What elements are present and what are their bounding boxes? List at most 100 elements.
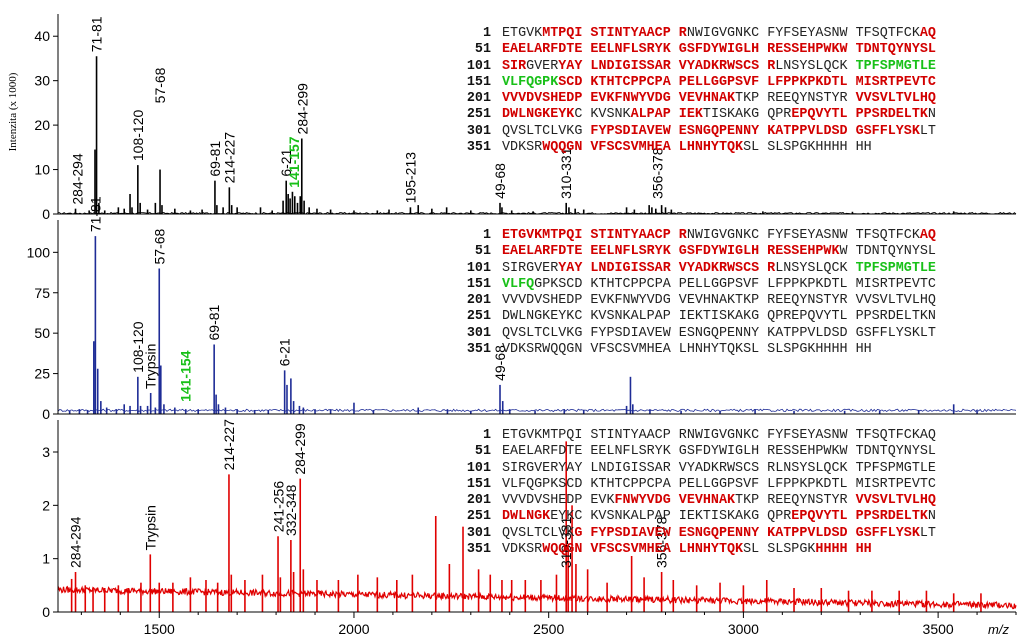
residue-number: 1: [482, 428, 491, 443]
peak-annotation: 141-154: [178, 350, 194, 402]
x-tick-label: 3500: [923, 621, 954, 637]
peak-annotation: 332-348: [283, 484, 299, 536]
sequence-line: 1 ETGVKMTPQI STINTYAACP RNWIGVGNKC FYFSEY…: [455, 26, 936, 42]
sequence-line: 101 SIRGVERYAY LNDIGISSAR VYADKRWSCS RLNS…: [455, 59, 936, 75]
covered-residues: SCD KTHTCPPCPA PELLGGPSVF LFPPKPKDTL MIS…: [558, 74, 936, 90]
residue-number: 51: [474, 244, 491, 260]
uncovered-residues: NWIGVGNKC FYFSEYASNW TFSQTFCK: [686, 26, 920, 41]
y-tick-label: 40: [34, 28, 50, 44]
peak-annotation: 108-120: [130, 110, 146, 162]
sequence-line: 151 VLFQGPKSCD KTHTCPPCPA PELLGGPSVF LFPP…: [455, 75, 936, 91]
residue-number: 51: [474, 42, 491, 58]
covered-residues: WQQGN VFSCSVMHEA LHNHYTQK: [542, 542, 744, 558]
peak-annotation: 310-331: [558, 147, 574, 199]
peak-annotation: 284-294: [68, 516, 84, 568]
residue-number: 151: [466, 276, 491, 292]
uncovered-residues: QVSLTCLVK: [502, 525, 575, 541]
covered-residues: HHHH HH: [815, 542, 872, 558]
covered-residues: SIR: [502, 58, 527, 74]
spectrum-panel-3: 0 1 2 3 1500 2000 2500 3000 3500 284-294 Trypsin 21…: [42, 419, 1017, 637]
uncovered-residues: ETGVKMTPQI STINTYAACP RNWIGVGNKC FYFSEYA…: [502, 428, 936, 443]
sequence-line: 1 ETGVKMTPQI STINTYAACP RNWIGVGNKC FYFSEY…: [455, 228, 936, 244]
residue-number: 301: [466, 525, 491, 541]
glyco-residues: TPFSPMGTLE: [855, 260, 936, 276]
residue-number: 301: [466, 325, 491, 341]
covered-residues: EAELARFDTE EELNFLSRYK GSFDYWIGLH RESSEHP…: [502, 42, 936, 58]
residue-number: 151: [466, 476, 491, 492]
uncovered-residues: TISKAKG QPR: [702, 107, 792, 123]
y-tick-label: 100: [27, 244, 51, 260]
residue-number: 301: [466, 123, 491, 139]
y-tick-label: 30: [34, 73, 50, 89]
peak-annotation: 57-68: [152, 67, 168, 103]
y-tick-label: 20: [34, 117, 50, 133]
spectrum-panel-1: 0 10 20 30 40 284-294 71-81 108-120 57-68 69-8121…: [34, 14, 1017, 222]
covered-residues: DWLNGKEYK: [502, 107, 575, 123]
sequence-line: 301 QVSLTCLVKG FYPSDIAVEW ESNGQPENNY KATP…: [455, 526, 936, 542]
residue-number: 251: [466, 509, 491, 525]
uncovered-residues: EYKC KVSNKALPAP IEKTISKAKG QPR: [550, 509, 792, 525]
uncovered-residues: QVSLTCLVKG FYPSDIAVEW ESNGQPENNY KATPPVL…: [502, 325, 936, 341]
peak-annotation: Trypsin: [142, 505, 158, 550]
residue-number: 1: [482, 228, 491, 243]
covered-residues: EPQVYTL PPSRDELTK: [791, 509, 928, 525]
uncovered-residues: GVER: [526, 58, 559, 74]
uncovered-residues: VDKSR: [502, 140, 543, 156]
uncovered-residues: VDKSR: [502, 542, 543, 558]
covered-residues: EPQVYTL PPSRDELTK: [791, 107, 928, 123]
sequence-line: 101 SIRGVERYAY LNDIGISSAR VYADKRWSCS RLNS…: [455, 261, 936, 277]
residue-number: 351: [466, 140, 491, 156]
y-tick-label: 2: [42, 497, 50, 513]
peak-annotation: 356-378: [650, 147, 666, 199]
peak-annotation: 69-81: [206, 304, 222, 340]
covered-residues: VVSVLTVLHQ: [855, 493, 936, 509]
peak-annotation: 195-213: [402, 152, 418, 204]
peak-annotation: 284-299: [292, 423, 308, 475]
sequence-line: 251 DWLNGKEYKC KVSNKALPAP IEKTISKAKG QPRE…: [455, 509, 936, 525]
peak-annotation: 6-21: [277, 338, 293, 366]
x-tick-label: 1500: [144, 621, 175, 637]
peak-annotation: 69-81: [207, 141, 223, 177]
residue-number: 151: [466, 74, 491, 90]
residue-number: 101: [466, 260, 491, 276]
residue-number: 351: [466, 342, 491, 358]
covered-residues: ALPAP IEK: [630, 107, 703, 123]
peak-annotation: 284-294: [69, 153, 85, 205]
uncovered-residues: LNSYSLQCK: [775, 58, 856, 74]
x-axis-unit: m/z: [988, 622, 1009, 637]
sequence-block-3: 1 ETGVKMTPQI STINTYAACP RNWIGVGNKC FYFSEY…: [455, 428, 936, 558]
sequence-block-1: 1 ETGVKMTPQI STINTYAACP RNWIGVGNKC FYFSEY…: [455, 26, 936, 156]
covered-residues: G FYPSDIAVEW ESNGQPENNY KATPPVLDSD GSFFL…: [574, 525, 920, 541]
y-tick-label: 3: [42, 444, 50, 460]
covered-residues: WQQGN VFSCSVMHEA LHNHYTQK: [542, 140, 744, 156]
covered-residues: VVVDVSHEDP EVKFNWYVDG VEVHNAK: [502, 91, 736, 107]
uncovered-residues: W TDNTQYNYSL: [839, 244, 936, 260]
y-tick-label: 1: [42, 551, 50, 567]
covered-residues: AQ: [919, 228, 936, 243]
residue-number: 1: [482, 26, 491, 41]
uncovered-residues: GPKSCD KTHTCPPCPA PELLGGPSVF LFPPKPKDTL …: [534, 276, 936, 292]
x-tick-label: 3000: [728, 621, 759, 637]
uncovered-residues: QVSLTCLVKG: [502, 123, 591, 139]
uncovered-residues: TKP REEQYNSTYR: [735, 493, 856, 509]
peak-annotation: 284-299: [295, 83, 311, 135]
residue-number: 201: [466, 493, 491, 509]
peak-annotation: 141-157: [286, 136, 302, 188]
sequence-line: 201 VVVDVSHEDP EVKFNWYVDG VEVHNAKTKP REEQ…: [455, 493, 936, 509]
sequence-line: 301 QVSLTCLVKG FYPSDIAVEW ESNGQPENNY KATP…: [455, 326, 936, 342]
uncovered-residues: VVVDVSHEDP EVKFNWYVDG VEVHNAKTKP REEQYNS…: [502, 293, 936, 309]
uncovered-residues: EAELARFDTE EELNFLSRYK GSFDYWIGLH RESSEHP…: [502, 444, 936, 460]
uncovered-residues: N: [927, 107, 936, 123]
covered-residues: ETGVKMTPQI STINTYAACP R: [502, 228, 687, 243]
glyco-residues: VLFQ: [502, 276, 535, 292]
sequence-line: 351 VDKSRWQQGN VFSCSVMHEA LHNHYTQKSL SLSP…: [455, 140, 936, 156]
covered-residues: AQ: [919, 26, 936, 41]
uncovered-residues: SIRGVERYAY LNDIGISSAR VYADKRWSCS RLNSYSL…: [502, 460, 936, 476]
peak-annotation: 241-256: [270, 481, 286, 533]
covered-residues: DWLNGK: [502, 509, 551, 525]
sequence-line: 1 ETGVKMTPQI STINTYAACP RNWIGVGNKC FYFSEY…: [455, 428, 936, 444]
sequence-line: 151 VLFQGPKSCD KTHTCPPCPA PELLGGPSVF LFPP…: [455, 277, 936, 293]
peak-annotation: 57-68: [151, 228, 167, 264]
